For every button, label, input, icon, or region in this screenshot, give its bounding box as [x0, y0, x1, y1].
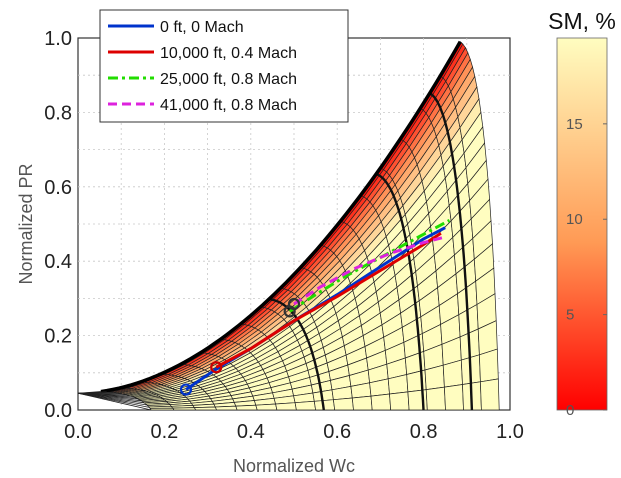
speed-line	[375, 172, 425, 410]
map-cell	[479, 348, 499, 383]
speed-line	[269, 297, 325, 410]
colorbar: 0 5 10 15 SM, %	[548, 8, 616, 419]
map-cell	[351, 395, 373, 410]
legend-label-1: 10,000 ft, 0.4 Mach	[160, 45, 297, 62]
y-tick-labels: 0.0 0.2 0.4 0.6 0.8 1.0	[44, 28, 72, 422]
y-tick-label: 1.0	[44, 28, 72, 50]
map-cell	[444, 384, 464, 410]
y-tick-label: 0.8	[44, 102, 72, 124]
legend-label-3: 41,000 ft, 0.8 Mach	[160, 97, 297, 114]
map-fan-line	[78, 392, 152, 410]
map-cell	[214, 405, 238, 410]
map-cell	[333, 397, 354, 410]
y-tick-label: 0.4	[44, 251, 72, 273]
x-tick-label: 0.8	[410, 421, 438, 443]
x-tick-label: 0.4	[237, 421, 265, 443]
compressor-map	[78, 40, 500, 410]
map-cell	[442, 359, 463, 388]
x-tick-label: 0.0	[64, 421, 92, 443]
map-cell	[389, 391, 410, 410]
map-cell	[370, 393, 392, 410]
colorbar-gradient	[556, 37, 608, 411]
map-cell	[255, 403, 278, 410]
operating-points	[179, 297, 301, 396]
colorbar-tick-label: 0	[566, 402, 574, 419]
series-line-3	[293, 235, 446, 306]
legend-label-2: 25,000 ft, 0.8 Mach	[160, 71, 297, 88]
map-cell	[172, 407, 197, 410]
map-cell	[294, 400, 316, 410]
x-axis-label: Normalized Wc	[233, 456, 355, 476]
x-tick-labels: 0.0 0.2 0.4 0.6 0.8 1.0	[64, 421, 524, 443]
colorbar-title: SM, %	[548, 8, 616, 34]
map-cell	[193, 406, 217, 410]
operating-point-3	[283, 305, 296, 318]
colorbar-tick-label: 15	[566, 116, 583, 133]
speed-line	[429, 92, 474, 410]
map-cell	[149, 407, 175, 410]
map-cell	[425, 386, 446, 410]
y-tick-label: 0.0	[44, 400, 72, 422]
legend: 0 ft, 0 Mach 10,000 ft, 0.4 Mach 25,000 ft…	[99, 9, 349, 123]
series-layer	[185, 218, 451, 391]
map-cell	[480, 378, 500, 410]
y-axis-label: Normalized PR	[16, 163, 36, 284]
x-tick-label: 0.6	[323, 421, 351, 443]
series-line-1	[215, 232, 442, 369]
x-tick-label: 1.0	[496, 421, 524, 443]
map-cell	[275, 402, 297, 410]
y-tick-label: 0.2	[44, 326, 72, 348]
map-cell	[313, 399, 336, 410]
surge-line	[100, 40, 462, 394]
colorbar-tick-label: 10	[566, 211, 583, 228]
operating-point-1	[210, 361, 223, 374]
x-tick-label: 0.2	[150, 421, 178, 443]
series-line-2	[288, 218, 451, 313]
colorbar-tick-label: 5	[566, 307, 574, 324]
y-tick-label: 0.6	[44, 177, 72, 199]
colorbar-tick-labels: 0 5 10 15	[566, 116, 607, 419]
map-cell	[235, 404, 258, 410]
operating-point-0	[179, 383, 193, 396]
legend-label-0: 0 ft, 0 Mach	[160, 19, 244, 36]
